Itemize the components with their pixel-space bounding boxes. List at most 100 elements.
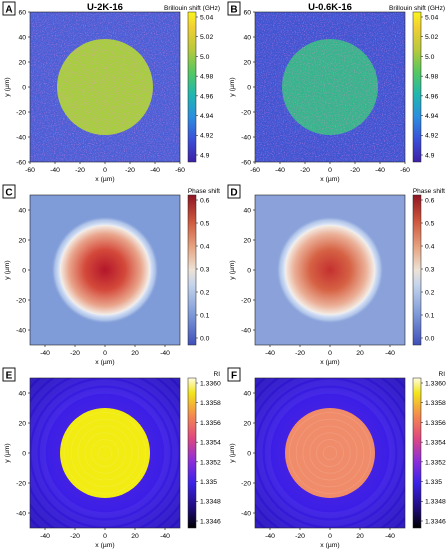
x-tick-label: -20 (350, 167, 360, 174)
svg-text:C: C (5, 188, 12, 199)
x-tick-label: -60 (175, 167, 185, 174)
panel-image (254, 377, 406, 529)
colorbar-tick-label: 1.3358 (200, 400, 221, 407)
x-tick-label: 20 (131, 533, 139, 540)
panel-a: A U-2K-16 60 40 20 0 -20 -40 -60 y (µm) -60 -40 -20 0… (2, 1, 220, 183)
x-tick-label: -40 (385, 350, 395, 357)
colorbar: Brillouin shift (GHz) 5.04 5.02 5.0 4.98 4.96… (389, 5, 445, 163)
y-axis-label: y (µm) (4, 260, 11, 279)
y-tick-label: 0 (22, 451, 26, 458)
colorbar-tick-label: 4.96 (425, 93, 438, 100)
y-tick-label: 0 (247, 85, 251, 92)
x-axis-label: x (µm) (95, 359, 114, 366)
colorbar-tick-label: 1.3360 (200, 380, 221, 387)
panel-letter: E (2, 367, 16, 382)
y-tick-label: 0 (22, 268, 26, 275)
x-tick-label: 20 (131, 350, 139, 357)
panel-image (29, 11, 181, 163)
colorbar-tick-label: 5.04 (425, 14, 438, 21)
svg-text:F: F (231, 371, 237, 382)
colorbar: RI 1.3360 1.3358 1.3356 1.3354 1.3352 1.335 1.3… (412, 371, 446, 529)
panel-image (29, 377, 181, 529)
x-tick-label: -20 (75, 167, 85, 174)
y-axis: 60 40 20 0 -20 -40 -60 y (µm) (4, 10, 30, 167)
x-axis: -60 -40 -20 0 -20 -40 -60 x (µm) (25, 162, 185, 183)
x-axis: -40 -20 0 20 -40 x (µm) (40, 528, 170, 549)
y-tick-label: -20 (16, 298, 26, 305)
y-tick-label: -40 (16, 135, 26, 142)
colorbar-tick-label: 5.0 (425, 54, 435, 61)
panel-title: U-2K-16 (87, 2, 123, 13)
colorbar-tick-label: 1.3358 (425, 400, 446, 407)
y-tick-label: 40 (18, 391, 26, 398)
x-tick-label: -40 (385, 533, 395, 540)
colorbar-tick-label: 4.96 (200, 93, 213, 100)
svg-text:A: A (5, 5, 12, 16)
x-tick-label: -40 (150, 167, 160, 174)
x-tick-label: 0 (103, 533, 107, 540)
colorbar-tick-label: 1.3356 (200, 420, 221, 427)
panel-letter: D (227, 184, 241, 199)
colorbar-tick-label: 4.98 (425, 74, 438, 81)
colorbar-tick-label: 5.02 (200, 34, 213, 41)
colorbar-tick-label: 1.335 (200, 479, 217, 486)
y-tick-label: 20 (243, 421, 251, 428)
colorbar-tick-label: 5.04 (200, 14, 213, 21)
y-axis: 40 20 0 -20 -40 y (µm) (4, 208, 30, 335)
svg-text:D: D (230, 188, 237, 199)
colorbar-tick-label: 0.2 (200, 289, 210, 296)
y-tick-label: 40 (18, 35, 26, 42)
x-tick-label: -40 (265, 350, 275, 357)
x-tick-label: -40 (375, 167, 385, 174)
panel-title: U-0.6K-16 (308, 2, 352, 13)
colorbar-tick-label: 0.1 (425, 312, 435, 319)
colorbar-tick-label: 4.94 (200, 113, 213, 120)
y-axis: 40 20 0 -20 -40 y (µm) (229, 208, 255, 335)
y-axis: 60 40 20 0 -20 -40 -60 y (µm) (229, 10, 255, 167)
colorbar-tick-label: 1.3354 (200, 440, 221, 447)
x-axis: -60 -40 -20 0 -20 -40 -60 x (µm) (250, 162, 410, 183)
x-tick-label: -60 (25, 167, 35, 174)
colorbar-tick-label: 1.3348 (425, 499, 446, 506)
colorbar-tick-label: 5.0 (200, 54, 210, 61)
x-tick-label: -40 (50, 167, 60, 174)
colorbar-tick-label: 1.3348 (200, 499, 221, 506)
colorbar-tick-label: 0.5 (425, 220, 435, 227)
y-axis-label: y (µm) (4, 443, 11, 462)
y-tick-label: 40 (243, 35, 251, 42)
colorbar-tick-label: 0.4 (425, 243, 435, 250)
panel-image (254, 194, 406, 346)
colorbar: Phase shift 0.6 0.5 0.4 0.3 0.2 0.1 0.0 (412, 188, 445, 346)
colorbar-tick-label: 0.6 (425, 197, 435, 204)
y-tick-label: 60 (18, 10, 26, 17)
panel-letter: C (2, 184, 16, 199)
x-axis-label: x (µm) (95, 176, 114, 183)
panel-letter: A (2, 1, 16, 16)
x-axis: -40 -20 0 20 -40 x (µm) (265, 528, 395, 549)
x-tick-label: -40 (40, 350, 50, 357)
colorbar-tick-label: 1.3354 (425, 440, 446, 447)
y-axis-label: y (µm) (4, 77, 11, 96)
colorbar-tick-label: 0.1 (200, 312, 210, 319)
y-tick-label: -60 (16, 160, 26, 167)
x-tick-label: -20 (300, 167, 310, 174)
y-tick-label: 40 (243, 391, 251, 398)
colorbar-tick-label: 1.3360 (425, 380, 446, 387)
y-tick-label: 20 (18, 238, 26, 245)
x-axis-label: x (µm) (320, 542, 339, 549)
y-tick-label: -40 (241, 135, 251, 142)
panel-b: B U-0.6K-16 60 40 20 0 -20 -40 -60 y (µm) -60 -40 -2… (227, 1, 445, 183)
x-tick-label: -40 (40, 533, 50, 540)
y-tick-label: -20 (241, 481, 251, 488)
y-tick-label: -20 (241, 110, 251, 117)
y-tick-label: 40 (18, 208, 26, 215)
y-tick-label: 0 (247, 268, 251, 275)
panel-d: D 40 20 0 -20 -40 y (µm) -40 -20 0 20 -40 x (µm) Phas… (227, 184, 445, 366)
panel-letter: F (227, 367, 241, 382)
colorbar-tick-label: 4.98 (200, 74, 213, 81)
y-axis: 40 20 0 -20 -40 y (µm) (4, 391, 30, 518)
y-tick-label: -20 (16, 481, 26, 488)
colorbar-tick-label: 1.3356 (425, 420, 446, 427)
x-tick-label: 0 (103, 167, 107, 174)
